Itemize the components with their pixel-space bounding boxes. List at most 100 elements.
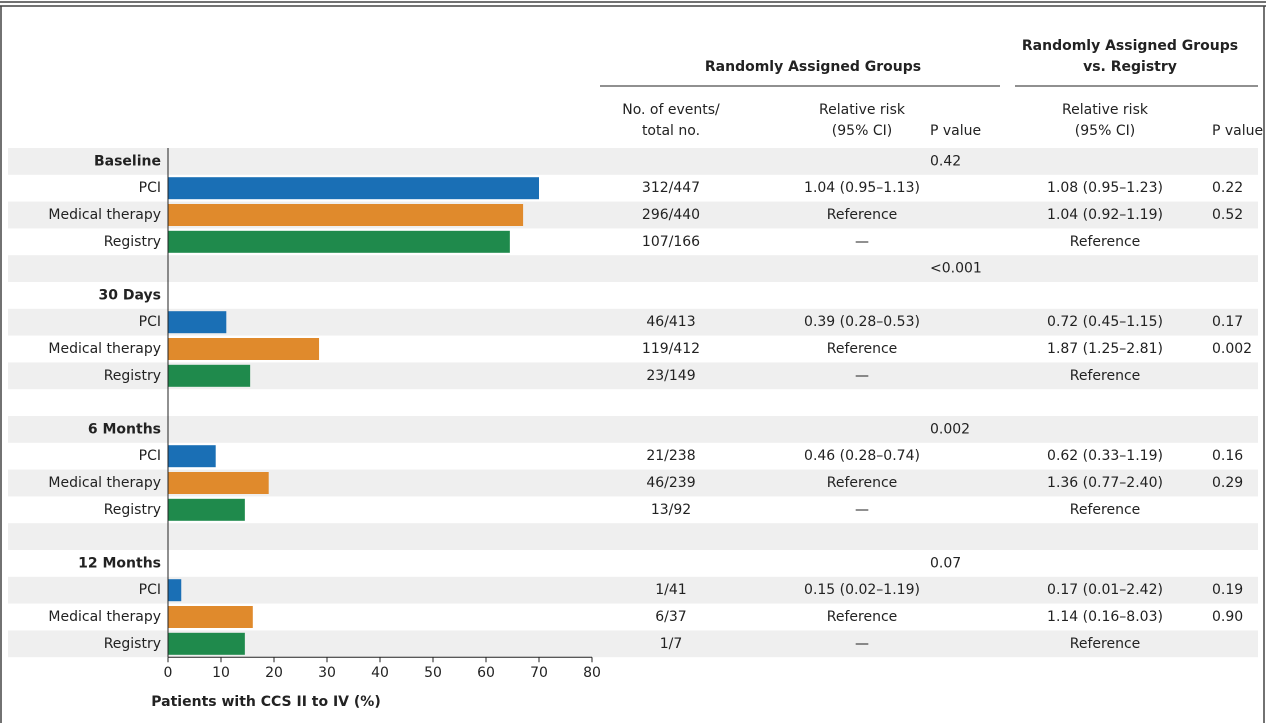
row-label: PCI (139, 180, 161, 196)
table-cell: 23/149 (646, 368, 695, 384)
row-shade (8, 255, 1258, 282)
row-shade (8, 148, 1258, 175)
x-tick-label: 0 (164, 665, 173, 681)
table-cell: — (855, 368, 869, 384)
table-cell: 312/447 (642, 180, 700, 196)
table-cell: 0.15 (0.02–1.19) (804, 582, 920, 598)
bar (168, 177, 539, 200)
table-cell: 0.002 (930, 421, 970, 437)
row-label: PCI (139, 448, 161, 464)
bar (168, 311, 227, 334)
table-cell: 0.29 (1212, 475, 1243, 491)
bar (168, 230, 510, 253)
row-label: PCI (139, 582, 161, 598)
table-cell: 1.04 (0.95–1.13) (804, 180, 920, 196)
column-header: (95% CI) (832, 123, 892, 139)
bar (168, 606, 253, 628)
bar (168, 445, 216, 468)
table-cell: 1/41 (655, 582, 686, 598)
table-cell: 21/238 (646, 448, 695, 464)
row-label: Registry (104, 502, 161, 518)
column-header: P value (1212, 123, 1263, 139)
table-cell: Reference (1070, 234, 1141, 250)
x-tick-label: 70 (530, 665, 548, 681)
table-cell: 0.39 (0.28–0.53) (804, 314, 920, 330)
table-cell: <0.001 (930, 261, 982, 277)
column-header: P value (930, 123, 981, 139)
bar (168, 472, 269, 494)
x-tick-label: 10 (212, 665, 230, 681)
row-label: Medical therapy (48, 475, 161, 491)
bar (168, 338, 320, 360)
column-header: No. of events/ (622, 102, 720, 118)
row-label: Medical therapy (48, 207, 161, 223)
column-header: vs. Registry (1083, 59, 1177, 75)
table-cell: 119/412 (642, 341, 700, 357)
bar (168, 579, 182, 602)
table-cell: Reference (827, 475, 898, 491)
table-cell: 1/7 (660, 636, 683, 652)
table-cell: 0.17 (1212, 314, 1243, 330)
row-shade (8, 416, 1258, 443)
table-cell: 0.17 (0.01–2.42) (1047, 582, 1163, 598)
row-shade (8, 576, 1258, 604)
column-header: (95% CI) (1075, 123, 1135, 139)
table-cell: Reference (1070, 636, 1141, 652)
table-cell: 0.16 (1212, 448, 1243, 464)
table-cell: 0.72 (0.45–1.15) (1047, 314, 1163, 330)
row-label: 30 Days (99, 287, 161, 303)
row-shade (8, 523, 1258, 550)
table-cell: 296/440 (642, 207, 700, 223)
row-label: Baseline (94, 153, 161, 169)
table-cell: Reference (827, 207, 898, 223)
table-cell: 0.52 (1212, 207, 1243, 223)
row-label: Medical therapy (48, 341, 161, 357)
x-tick-label: 40 (371, 665, 389, 681)
table-cell: Reference (1070, 368, 1141, 384)
table-cell: 0.46 (0.28–0.74) (804, 448, 920, 464)
x-tick-label: 50 (424, 665, 442, 681)
table-cell: 1.08 (0.95–1.23) (1047, 180, 1163, 196)
table-cell: 0.19 (1212, 582, 1243, 598)
table-cell: — (855, 636, 869, 652)
row-label: 6 Months (88, 421, 161, 437)
column-header: Randomly Assigned Groups (705, 59, 921, 75)
bar (168, 498, 245, 521)
table-cell: 6/37 (655, 609, 686, 625)
table-cell: 1.87 (1.25–2.81) (1047, 341, 1163, 357)
row-label: Registry (104, 368, 161, 384)
table-cell: — (855, 502, 869, 518)
column-header: total no. (642, 123, 700, 139)
row-label: Registry (104, 234, 161, 250)
table-cell: Reference (827, 341, 898, 357)
x-tick-label: 80 (583, 665, 601, 681)
table-cell: 0.002 (1212, 341, 1252, 357)
x-tick-label: 60 (477, 665, 495, 681)
table-cell: 0.42 (930, 153, 961, 169)
table-cell: 13/92 (651, 502, 691, 518)
table-cell: 46/239 (646, 475, 695, 491)
table-cell: 107/166 (642, 234, 700, 250)
row-label: Medical therapy (48, 609, 161, 625)
table-cell: 1.36 (0.77–2.40) (1047, 475, 1163, 491)
table-cell: 46/413 (646, 314, 695, 330)
bar (168, 364, 251, 387)
table-cell: Reference (827, 609, 898, 625)
table-cell: 0.07 (930, 555, 961, 571)
bar (168, 632, 245, 655)
table-cell: 0.90 (1212, 609, 1243, 625)
x-tick-label: 20 (265, 665, 283, 681)
bar (168, 204, 524, 226)
table-cell: 1.14 (0.16–8.03) (1047, 609, 1163, 625)
column-header: Randomly Assigned Groups (1022, 38, 1238, 54)
column-header: Relative risk (1062, 102, 1149, 118)
table-cell: Reference (1070, 502, 1141, 518)
table-cell: 0.62 (0.33–1.19) (1047, 448, 1163, 464)
column-header: Relative risk (819, 102, 906, 118)
row-label: 12 Months (78, 555, 161, 571)
row-label: Registry (104, 636, 161, 652)
x-tick-label: 30 (318, 665, 336, 681)
table-cell: 0.22 (1212, 180, 1243, 196)
x-axis-label: Patients with CCS II to IV (%) (151, 694, 380, 710)
